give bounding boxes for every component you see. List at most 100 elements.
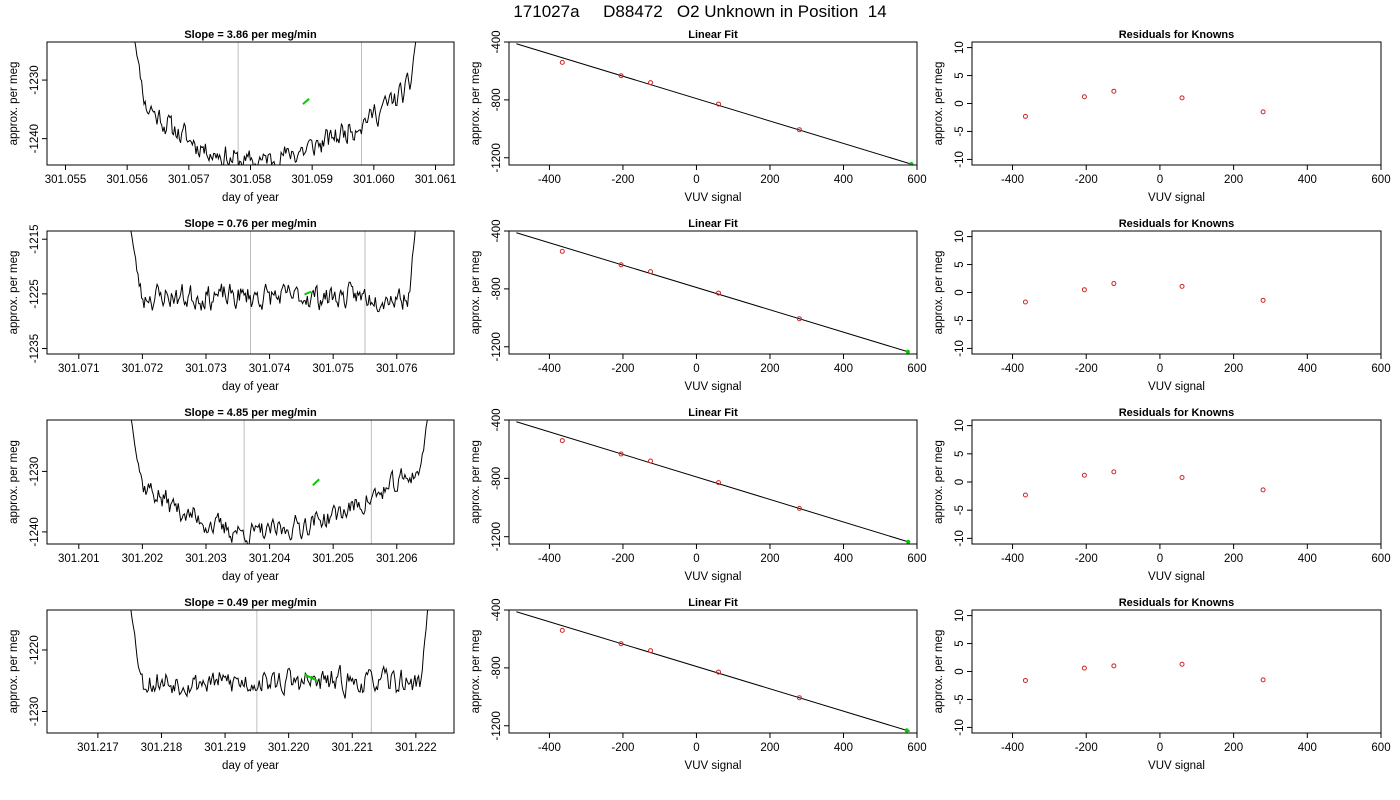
x-tick-label: 301.205 bbox=[312, 553, 354, 565]
x-tick-label: 301.206 bbox=[376, 553, 418, 565]
plot-frame bbox=[46, 41, 455, 166]
x-tick-label: 400 bbox=[1298, 553, 1317, 565]
fit-line bbox=[516, 232, 910, 353]
data-point bbox=[1022, 299, 1028, 305]
data-point bbox=[1179, 661, 1185, 667]
unknown-point bbox=[905, 349, 910, 354]
data-point bbox=[796, 316, 802, 322]
x-tick-label: 301.218 bbox=[141, 742, 183, 754]
y-axis-label: approx. per meg bbox=[470, 62, 482, 146]
fit-line bbox=[516, 611, 910, 732]
x-axis-label: VUV signal bbox=[1148, 192, 1205, 204]
plot-area bbox=[130, 610, 429, 733]
x-tick-label: -400 bbox=[538, 174, 561, 186]
x-tick-label: -200 bbox=[1075, 553, 1098, 565]
x-axis-label: VUV signal bbox=[1148, 760, 1205, 772]
y-tick-label: 10 bbox=[954, 609, 966, 622]
x-tick-label: -200 bbox=[611, 742, 634, 754]
y-tick-label: -400 bbox=[491, 30, 503, 53]
data-point bbox=[618, 73, 624, 79]
data-trace bbox=[130, 231, 416, 313]
y-tick-label: -1240 bbox=[29, 124, 41, 153]
plot-frame bbox=[508, 41, 918, 166]
x-tick-label: 200 bbox=[760, 174, 779, 186]
x-tick-label: 301.057 bbox=[168, 174, 210, 186]
x-tick-label: 301.056 bbox=[106, 174, 148, 186]
y-tick-label: 10 bbox=[954, 41, 966, 54]
x-tick-label: 200 bbox=[760, 553, 779, 565]
panel-title: Linear Fit bbox=[688, 407, 738, 419]
y-tick-label: -10 bbox=[954, 340, 966, 357]
plot-area bbox=[1022, 661, 1266, 683]
x-tick-label: 600 bbox=[907, 742, 926, 754]
x-tick-label: 0 bbox=[693, 174, 699, 186]
plot-area bbox=[1022, 88, 1266, 119]
x-tick-label: 200 bbox=[1224, 363, 1243, 375]
x-tick-label: -200 bbox=[1075, 742, 1098, 754]
x-tick-label: 600 bbox=[907, 174, 926, 186]
y-tick-label: -1200 bbox=[491, 143, 503, 172]
y-tick-label: 10 bbox=[954, 230, 966, 243]
plot-frame bbox=[971, 230, 1382, 355]
data-trace bbox=[130, 420, 428, 544]
panel-4-3: Residuals for Knowns -400 -200 0 200 400 600 -1… bbox=[933, 597, 1391, 772]
plot-frame bbox=[971, 609, 1382, 734]
x-tick-label: -400 bbox=[538, 553, 561, 565]
x-tick-label: 400 bbox=[1298, 174, 1317, 186]
x-tick-label: 301.204 bbox=[249, 553, 291, 565]
data-point bbox=[1022, 677, 1028, 683]
y-tick-label: -1200 bbox=[491, 522, 503, 551]
plot-frame bbox=[971, 41, 1382, 166]
data-point bbox=[1179, 283, 1185, 289]
data-point bbox=[716, 101, 722, 107]
data-point bbox=[716, 480, 722, 486]
data-point bbox=[1111, 281, 1117, 287]
x-tick-label: -200 bbox=[611, 174, 634, 186]
x-tick-label: 400 bbox=[834, 174, 853, 186]
x-tick-label: 301.055 bbox=[45, 174, 87, 186]
panel-1-1: Slope = 3.86 per meg/min 301.055 301.056 30… bbox=[8, 29, 456, 204]
data-point bbox=[648, 80, 654, 86]
plot-area bbox=[516, 611, 910, 733]
x-tick-label: 301.059 bbox=[291, 174, 333, 186]
x-tick-label: 0 bbox=[1157, 363, 1163, 375]
x-tick-label: -400 bbox=[1001, 174, 1024, 186]
y-axis-label: approx. per meg bbox=[8, 251, 20, 335]
figure-title: 171027a D88472 O2 Unknown in Position 14 bbox=[513, 2, 887, 21]
x-tick-label: 301.222 bbox=[395, 742, 437, 754]
y-tick-label: 10 bbox=[954, 419, 966, 432]
x-tick-label: 301.203 bbox=[185, 553, 227, 565]
x-tick-label: 301.201 bbox=[58, 553, 100, 565]
fit-line bbox=[516, 421, 910, 543]
y-axis-label: approx. per meg bbox=[470, 251, 482, 335]
y-tick-label: -1220 bbox=[29, 635, 41, 664]
x-tick-label: 600 bbox=[1371, 742, 1390, 754]
y-tick-label: 5 bbox=[954, 261, 966, 267]
plot-frame bbox=[46, 609, 455, 734]
plot-area bbox=[1022, 469, 1266, 498]
panel-title: Slope = 4.85 per meg/min bbox=[184, 407, 317, 419]
y-tick-label: -400 bbox=[491, 408, 503, 431]
x-axis-label: day of year bbox=[222, 571, 279, 583]
y-axis-label: approx. per meg bbox=[470, 630, 482, 714]
y-tick-label: 0 bbox=[954, 668, 966, 674]
y-tick-label: -1200 bbox=[491, 332, 503, 361]
x-tick-label: 0 bbox=[1157, 553, 1163, 565]
x-tick-label: 0 bbox=[693, 363, 699, 375]
data-point bbox=[1081, 94, 1087, 100]
y-axis-label: approx. per meg bbox=[933, 251, 945, 335]
plot-area bbox=[134, 42, 417, 165]
x-tick-label: 301.058 bbox=[230, 174, 272, 186]
y-axis-label: approx. per meg bbox=[8, 440, 20, 524]
y-tick-label: -1235 bbox=[29, 334, 41, 363]
x-tick-label: 600 bbox=[1371, 174, 1390, 186]
panel-3-2: Linear Fit -400 -200 0 200 400 600 -1200 -800 -40… bbox=[470, 407, 927, 583]
panel-2-2: Linear Fit -400 -200 0 200 400 600 -1200 -800 -40… bbox=[470, 218, 927, 393]
plot-frame bbox=[46, 230, 455, 355]
x-tick-label: 0 bbox=[693, 553, 699, 565]
x-tick-label: 600 bbox=[907, 363, 926, 375]
data-point bbox=[1111, 663, 1117, 669]
x-axis-label: VUV signal bbox=[685, 571, 742, 583]
data-point bbox=[559, 248, 565, 254]
x-tick-label: -200 bbox=[611, 553, 634, 565]
